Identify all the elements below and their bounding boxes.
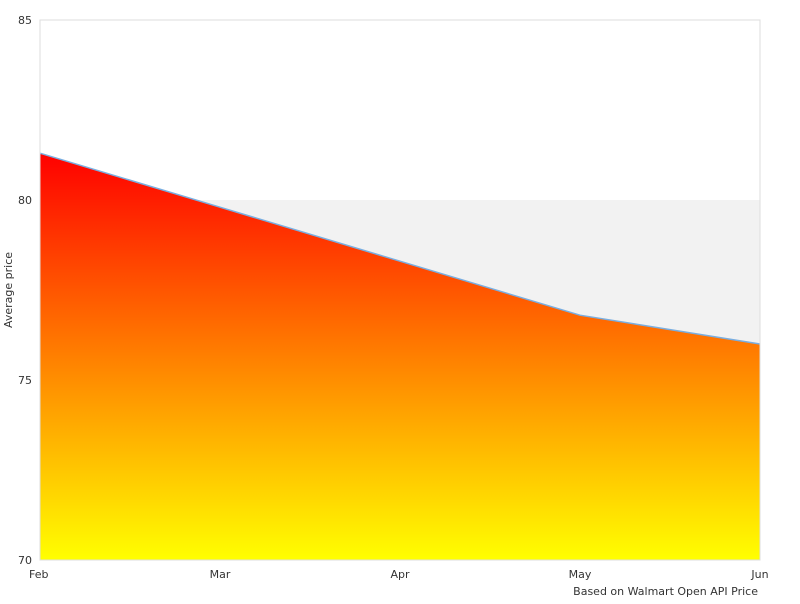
x-tick-label: Feb [29, 568, 48, 581]
x-tick-label: May [569, 568, 592, 581]
plot-frame [39, 19, 761, 561]
area-series-line [39, 152, 761, 345]
source-note: Based on Walmart Open API Price [573, 585, 758, 598]
area-series-fill [40, 153, 760, 560]
y-axis-ticks: 70 75 80 85 [18, 14, 32, 567]
y-axis-title: Average price [2, 252, 15, 328]
x-axis-ticks: Feb Mar Apr May Jun [29, 568, 769, 581]
y-tick-label: 70 [18, 554, 32, 567]
x-tick-label: Jun [750, 568, 768, 581]
x-tick-label: Apr [390, 568, 410, 581]
y-tick-label: 75 [18, 374, 32, 387]
y-tick-label: 85 [18, 14, 32, 27]
x-tick-label: Mar [210, 568, 231, 581]
y-tick-label: 80 [18, 194, 32, 207]
